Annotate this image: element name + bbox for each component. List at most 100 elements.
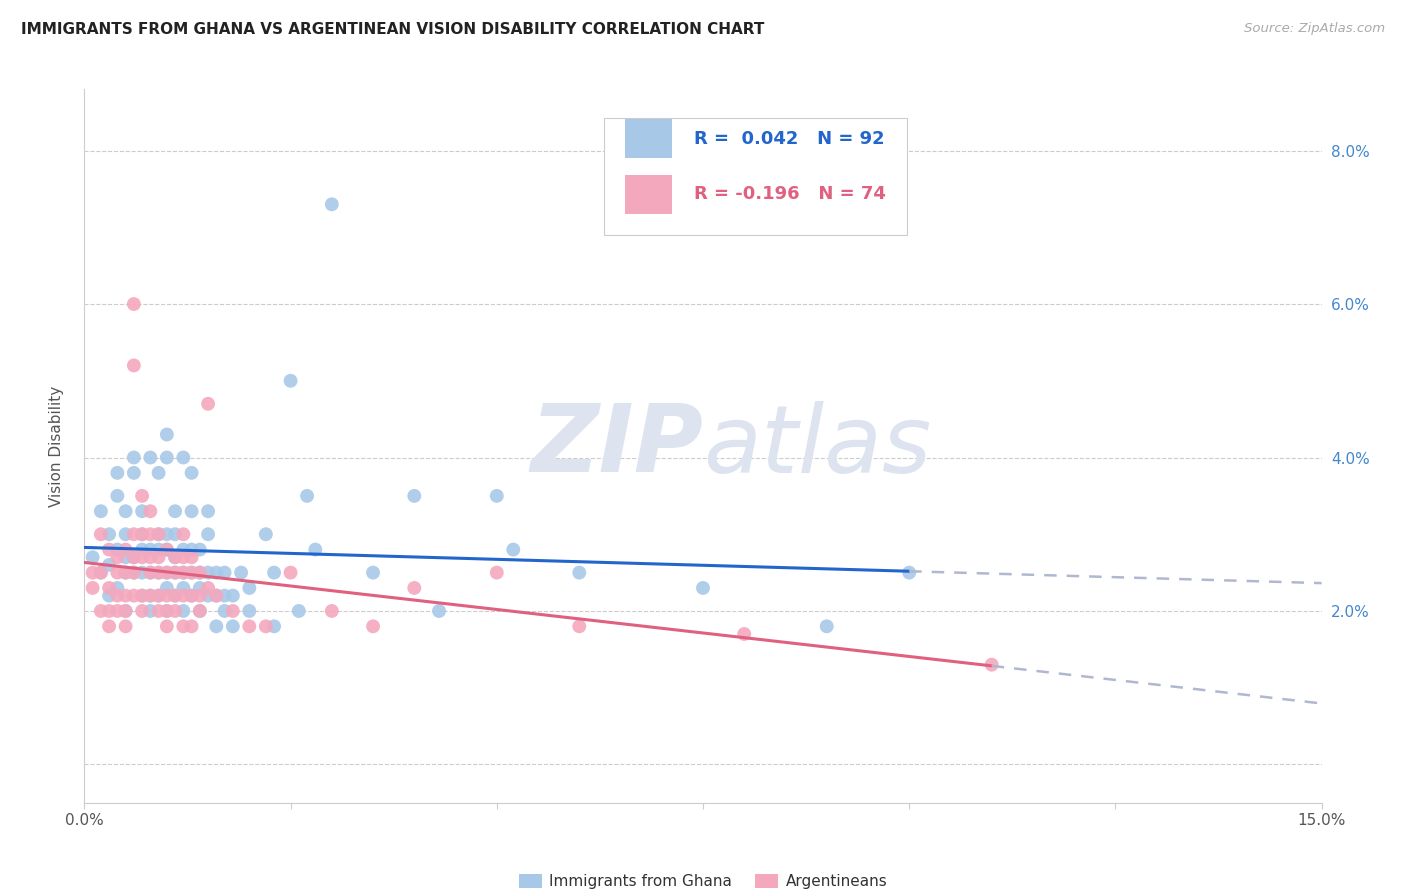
Point <box>205 589 228 603</box>
Point <box>105 542 128 557</box>
Point <box>288 604 311 618</box>
Point <box>815 619 838 633</box>
Point <box>131 542 153 557</box>
Y-axis label: Vision Disability: Vision Disability <box>49 385 63 507</box>
Point <box>180 504 202 518</box>
Point <box>139 566 162 580</box>
Point <box>139 527 162 541</box>
Point <box>131 504 153 518</box>
Point <box>139 589 162 603</box>
Point <box>122 527 145 541</box>
Point <box>148 604 170 618</box>
Point <box>148 566 170 580</box>
Point <box>90 527 112 541</box>
Point <box>214 566 236 580</box>
Point <box>214 589 236 603</box>
Point <box>148 566 170 580</box>
Point <box>105 604 128 618</box>
Point <box>98 619 121 633</box>
Point <box>180 589 202 603</box>
Point <box>122 566 145 580</box>
Point <box>238 604 260 618</box>
Point <box>898 566 921 580</box>
Point <box>148 550 170 565</box>
Point <box>105 466 128 480</box>
Point <box>148 589 170 603</box>
Point <box>980 657 1002 672</box>
Point <box>188 581 211 595</box>
Point <box>114 527 136 541</box>
Point <box>485 566 508 580</box>
Point <box>156 527 179 541</box>
Point <box>180 589 202 603</box>
Point <box>90 604 112 618</box>
FancyBboxPatch shape <box>605 118 907 235</box>
Point <box>172 527 194 541</box>
Point <box>172 581 194 595</box>
Point <box>165 550 187 565</box>
Point <box>427 604 450 618</box>
Point <box>280 374 302 388</box>
Point <box>172 619 194 633</box>
Point <box>156 604 179 618</box>
Point <box>98 604 121 618</box>
Point <box>188 542 211 557</box>
Point <box>197 589 219 603</box>
Point <box>122 466 145 480</box>
Point <box>122 450 145 465</box>
Point <box>131 589 153 603</box>
Point <box>105 581 128 595</box>
Text: R = -0.196   N = 74: R = -0.196 N = 74 <box>695 186 886 203</box>
Point <box>105 589 128 603</box>
Point <box>188 566 211 580</box>
Point <box>82 581 104 595</box>
Point <box>361 566 384 580</box>
Point <box>205 619 228 633</box>
Point <box>304 542 326 557</box>
Point <box>122 566 145 580</box>
Point <box>139 542 162 557</box>
Point <box>188 604 211 618</box>
Point <box>361 619 384 633</box>
Point <box>131 550 153 565</box>
Point <box>122 550 145 565</box>
Point <box>180 566 202 580</box>
Point <box>148 527 170 541</box>
Point <box>280 566 302 580</box>
Point <box>156 566 179 580</box>
Point <box>404 489 426 503</box>
Legend: Immigrants from Ghana, Argentineans: Immigrants from Ghana, Argentineans <box>513 868 893 892</box>
Point <box>222 619 245 633</box>
Point <box>114 566 136 580</box>
Point <box>114 550 136 565</box>
Point <box>122 550 145 565</box>
Point <box>156 427 179 442</box>
Text: ZIP: ZIP <box>530 400 703 492</box>
Point <box>114 604 136 618</box>
Point <box>321 197 343 211</box>
Point <box>156 619 179 633</box>
Point <box>197 566 219 580</box>
Point <box>214 604 236 618</box>
Point <box>692 581 714 595</box>
Point <box>197 397 219 411</box>
Point <box>172 450 194 465</box>
Point <box>139 504 162 518</box>
Point <box>139 566 162 580</box>
Point <box>131 589 153 603</box>
Point <box>188 604 211 618</box>
Point <box>263 619 285 633</box>
Point <box>188 589 211 603</box>
Point <box>131 527 153 541</box>
Point <box>188 566 211 580</box>
Point <box>98 527 121 541</box>
Point <box>90 566 112 580</box>
Point <box>82 566 104 580</box>
Point <box>148 589 170 603</box>
Point <box>165 504 187 518</box>
Point <box>568 619 591 633</box>
Point <box>165 566 187 580</box>
Point <box>114 542 136 557</box>
Point <box>122 589 145 603</box>
Point <box>148 466 170 480</box>
